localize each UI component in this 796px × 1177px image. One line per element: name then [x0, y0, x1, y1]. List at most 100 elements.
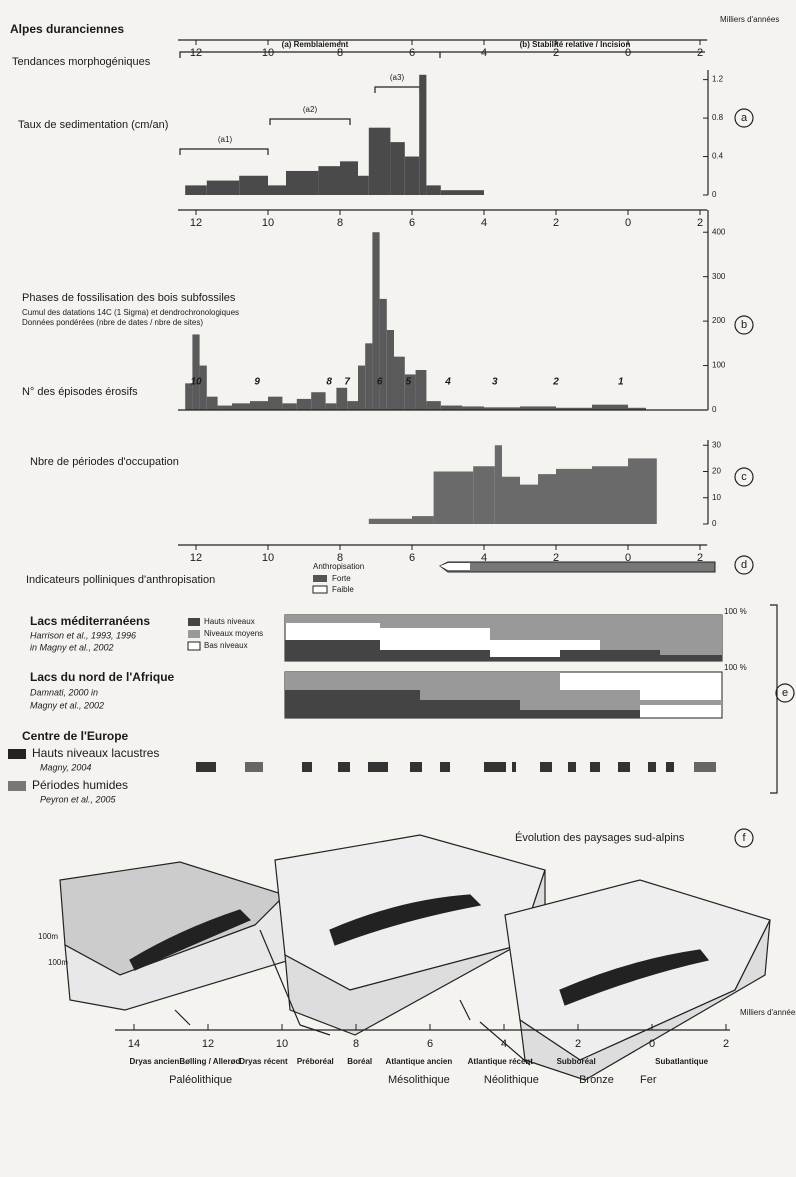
bar	[268, 185, 286, 195]
europe-title: Centre de l'Europe	[22, 729, 129, 743]
chronozone: Boréal	[347, 1057, 372, 1066]
bar	[592, 405, 628, 410]
lake-ref: Magny et al., 2002	[30, 700, 104, 710]
bar	[419, 75, 426, 195]
x-tick-label: 10	[276, 1038, 288, 1050]
bar	[200, 366, 207, 410]
chronozone: Dryas ancien	[129, 1057, 179, 1066]
y-tick-label: 200	[712, 316, 726, 325]
x-tick-label: 2	[553, 552, 559, 564]
bar	[390, 142, 404, 195]
europe-ref: Magny, 2004	[40, 762, 91, 772]
bar	[218, 406, 232, 410]
unit: Milliers d'années	[720, 15, 779, 24]
bar	[282, 403, 296, 410]
legend-strong: Forte	[332, 574, 351, 583]
bar	[628, 458, 657, 524]
block-diagram	[60, 835, 770, 1080]
culture: Mésolithique	[388, 1074, 450, 1086]
unit: Milliers d'années	[740, 1008, 796, 1017]
chronozone: Préboréal	[297, 1057, 334, 1066]
x-tick-label: 2	[697, 552, 703, 564]
europe-ref: Peyron et al., 2005	[40, 794, 117, 804]
legend-swatch	[8, 781, 26, 791]
bar	[185, 185, 207, 195]
y-tick-label: 0	[712, 519, 717, 528]
bar	[336, 388, 347, 410]
chronozone: Atlantique récent	[468, 1057, 534, 1066]
chronozone: Atlantique ancien	[386, 1057, 453, 1066]
bar	[207, 181, 239, 195]
bar	[416, 370, 427, 410]
legend-weak: Faible	[332, 585, 354, 594]
legend-swatch	[188, 618, 200, 626]
y-tick-label: 300	[712, 272, 726, 281]
x-tick-label: 10	[262, 552, 274, 564]
europe-high: Hauts niveaux lacustres	[32, 746, 159, 760]
bar	[520, 485, 538, 524]
chronozone: Subatlantique	[655, 1057, 708, 1066]
bar	[192, 334, 199, 410]
x-tick-label: 2	[697, 217, 703, 229]
europe-wet: Périodes humides	[32, 778, 128, 792]
letter: b	[741, 319, 747, 331]
x-tick-label: 4	[481, 552, 487, 564]
bar	[250, 401, 268, 410]
episode-label: 10	[190, 377, 202, 388]
lake-ref: Harrison et al., 1993, 1996	[30, 630, 136, 640]
panel-a-title: Taux de sedimentation (cm/an)	[18, 119, 168, 131]
bar	[592, 466, 628, 524]
chronozone: Subboréal	[557, 1057, 596, 1066]
bar	[207, 397, 218, 410]
x-tick-label: 10	[262, 217, 274, 229]
bar	[538, 474, 556, 524]
episode-label: 3	[492, 377, 498, 388]
y-tick-label: 0.8	[712, 113, 724, 122]
bar	[232, 403, 250, 410]
panel-b-note: Données pondérées (nbre de dates / nbre …	[22, 318, 203, 327]
bar	[239, 176, 268, 195]
x-tick-label: 8	[337, 217, 343, 229]
legend-swatch	[313, 586, 327, 593]
episodes-title: N° des épisodes érosifs	[22, 386, 138, 398]
bar	[365, 343, 372, 410]
x-tick-label: 14	[128, 1038, 140, 1050]
bar	[297, 399, 311, 410]
bar	[473, 466, 495, 524]
letter: a	[741, 112, 748, 124]
panel-letters: a b c d e f	[735, 109, 794, 847]
legend-swatch	[188, 630, 200, 638]
chronozone: Bølling / Allerød	[179, 1057, 240, 1066]
x-tick-label: 12	[190, 552, 202, 564]
panel-f-title: Évolution des paysages sud-alpins	[515, 831, 685, 844]
bar	[369, 519, 412, 524]
bar	[380, 299, 387, 410]
panel-c-title: Nbre de périodes d'occupation	[30, 456, 179, 468]
bar	[434, 472, 474, 525]
x-tick-label: 2	[723, 1038, 729, 1050]
panel-b-title: Phases de fossilisation des bois subfoss…	[22, 292, 236, 304]
y-tick-label: 100	[712, 361, 726, 370]
scale-label: 100m	[48, 958, 68, 967]
x-tick-label: 4	[501, 1038, 507, 1050]
y-tick-label: 1.2	[712, 75, 724, 84]
chronozone: Dryas récent	[239, 1057, 288, 1066]
panel-d-title: Indicateurs polliniques d'anthropisation	[26, 574, 215, 586]
legend-mid: Niveaux moyens	[204, 629, 263, 638]
episode-label: 2	[552, 377, 559, 388]
x-tick-label: 4	[481, 47, 487, 59]
trend-b: (b) Stabilité relative / Incision	[520, 40, 631, 49]
x-tick-label: 2	[553, 47, 559, 59]
x-tick-label: 2	[697, 47, 703, 59]
letter: c	[741, 471, 747, 483]
bar	[502, 477, 520, 524]
letter: f	[742, 832, 746, 844]
culture: Bronze	[579, 1074, 614, 1086]
bar	[358, 176, 369, 195]
bar	[369, 128, 391, 195]
y-tick-label: 20	[712, 467, 721, 476]
bar	[358, 366, 365, 410]
x-tick-label: 12	[190, 217, 202, 229]
episode-label: 4	[444, 377, 451, 388]
x-tick-label: 12	[190, 47, 202, 59]
